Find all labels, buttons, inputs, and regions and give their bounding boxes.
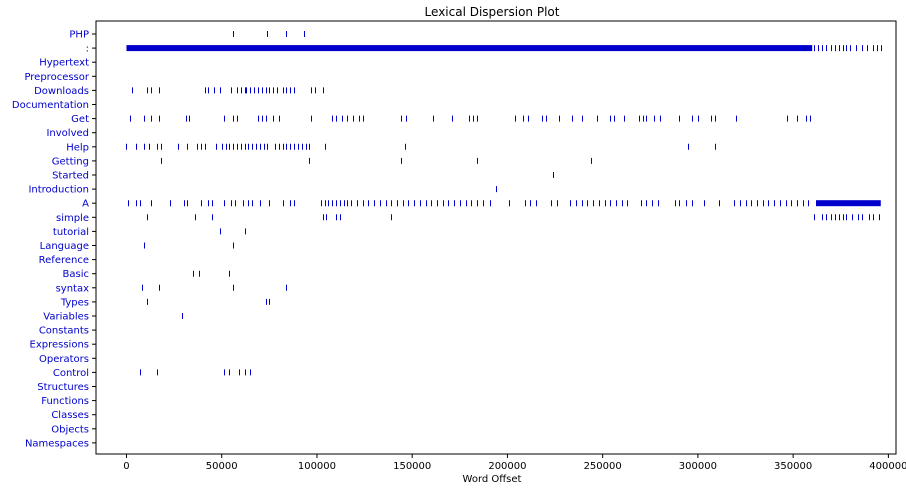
y-label-word: Getting — [52, 156, 89, 167]
y-label-word: Variables — [43, 312, 89, 323]
y-axis-labels: PHP: Hypertext Preprocessor Downloads Docume… — [12, 30, 96, 449]
y-label-word: Control — [53, 368, 89, 379]
y-label-word: Basic — [63, 269, 89, 280]
x-tick-label: 50000 — [206, 461, 238, 472]
y-label-word: Objects — [51, 424, 89, 435]
y-label-word: A — [82, 199, 89, 210]
y-label-word: Types — [60, 297, 89, 308]
x-tick-label: 250000 — [584, 461, 622, 472]
y-label-word: Downloads — [34, 86, 89, 97]
x-tick-label: 400000 — [869, 461, 906, 472]
y-label-word: Involved — [46, 128, 89, 139]
y-label-word: Structures — [37, 382, 89, 393]
x-tick-label: 100000 — [298, 461, 336, 472]
x-tick-label: 300000 — [679, 461, 717, 472]
y-label-word: Introduction — [28, 185, 89, 196]
y-label-word: PHP — [69, 30, 89, 41]
x-tick-label: 350000 — [774, 461, 812, 472]
x-tick-label: 200000 — [488, 461, 526, 472]
y-label-word: Documentation — [12, 100, 89, 111]
y-label-word: Started — [52, 171, 89, 182]
y-label-word: Hypertext — [39, 58, 89, 69]
plot-frame — [95, 20, 897, 455]
y-label-word: Reference — [39, 255, 89, 266]
y-label-word: Namespaces — [25, 438, 89, 449]
y-label-word: Language — [40, 241, 89, 252]
x-axis-ticks: 0 50000 100000 150000 200000 250000 300000 3500… — [123, 454, 906, 472]
y-label-word: Constants — [39, 326, 89, 337]
y-label-word: simple — [56, 213, 89, 224]
y-label-word: tutorial — [53, 227, 89, 238]
x-tick-label: 150000 — [393, 461, 431, 472]
y-label-word: Help — [66, 142, 89, 153]
y-label-word: : — [86, 44, 89, 55]
y-label-word: Get — [71, 114, 89, 125]
y-label-word: Functions — [41, 396, 89, 407]
y-label-word: Preprocessor — [24, 72, 89, 83]
y-label-word: Operators — [39, 354, 89, 365]
x-axis-label: Word Offset — [463, 474, 522, 485]
y-label-word: Expressions — [30, 340, 90, 351]
occurrence-band — [126, 45, 813, 52]
y-label-word: syntax — [56, 283, 90, 294]
y-label-word: Classes — [51, 410, 89, 421]
data-marks — [126, 31, 882, 376]
x-tick-label: 0 — [123, 461, 129, 472]
occurrence-band — [816, 200, 881, 207]
chart-title: Lexical Dispersion Plot — [425, 5, 560, 19]
